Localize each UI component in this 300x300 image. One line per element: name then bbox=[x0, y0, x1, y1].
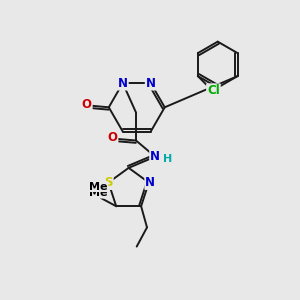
Text: Cl: Cl bbox=[207, 84, 220, 97]
Text: N: N bbox=[118, 76, 128, 90]
Text: Me: Me bbox=[89, 188, 108, 198]
Text: Me: Me bbox=[89, 182, 108, 191]
Text: H: H bbox=[163, 154, 172, 164]
Text: O: O bbox=[107, 131, 118, 144]
Text: S: S bbox=[104, 176, 113, 189]
Text: N: N bbox=[146, 76, 156, 90]
Text: O: O bbox=[82, 98, 92, 111]
Text: N: N bbox=[150, 150, 160, 163]
Text: N: N bbox=[145, 176, 155, 189]
